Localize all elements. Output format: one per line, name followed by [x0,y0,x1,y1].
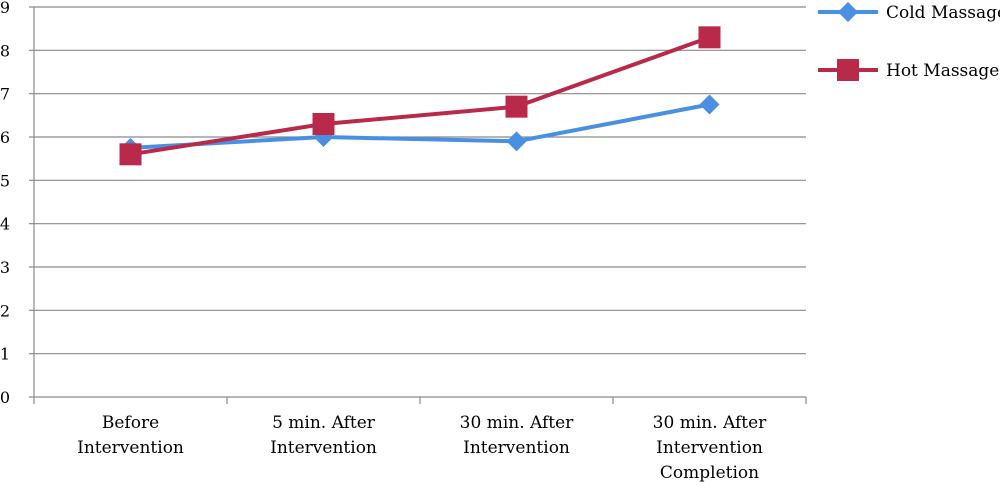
x-category-label-line: Completion [660,463,759,483]
series-line-0 [130,102,710,150]
x-category-label: 5 min. After Intervention [270,413,377,458]
data-point-marker [119,143,142,166]
data-point-marker [506,131,527,152]
legend-label: Cold Massage [886,3,1000,23]
gridlines [34,6,806,355]
series-markers [119,26,721,166]
x-category-label: 30 min. After Intervention Completion [653,413,768,483]
y-tick-label: 2 [0,301,10,320]
y-tick-label: 3 [0,258,10,277]
legend: Cold Massage Hot Massage [818,2,1000,81]
x-category-label-line: Intervention [270,438,377,458]
series-line-1 [130,35,711,157]
x-category-label-line: 5 min. After [272,413,376,433]
y-tick-label: 0 [0,388,10,407]
data-point-marker [312,113,335,135]
data-point-marker [698,26,721,49]
y-tick-label: 9 [0,0,10,17]
data-point-marker [505,95,528,118]
x-category-label-line: Intervention [463,438,570,458]
x-category-label-line: 30 min. After [460,413,575,433]
legend-marker [837,59,859,81]
y-tick-label: 5 [0,171,10,190]
x-category-label-line: Intervention [656,438,763,458]
legend-marker [838,2,858,22]
y-tick-label: 4 [0,215,10,234]
y-tick-label: 1 [0,345,10,364]
axes [29,6,807,404]
y-tick-labels: 0 1 2 3 4 5 6 7 8 9 [0,0,10,407]
legend-label: Hot Massage [886,61,999,81]
x-category-label: Before Intervention [77,413,184,458]
x-category-labels: Before Intervention 5 min. After Interventi… [77,413,767,483]
series-lines [130,35,711,157]
x-category-label-line: Intervention [77,438,184,458]
data-point-marker [699,94,720,115]
x-category-label: 30 min. After Intervention [460,413,575,458]
x-category-label-line: 30 min. After [653,413,768,433]
y-tick-label: 7 [0,85,10,104]
y-tick-label: 6 [0,128,10,147]
y-tick-label: 8 [0,41,10,60]
x-category-label-line: Before [102,413,159,433]
